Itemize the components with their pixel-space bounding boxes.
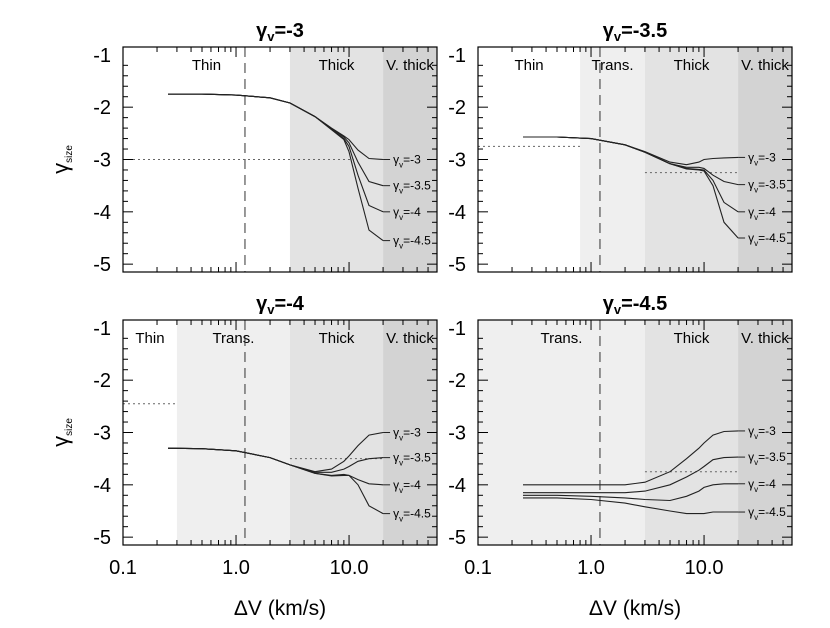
series-label: γv=-4.5 xyxy=(748,231,786,248)
y-tick-label: -5 xyxy=(93,527,111,549)
series-line-3 xyxy=(523,483,739,502)
panel-4: Trans. Thick V. thick γv=-3 γv=-3.5 γv=-4 γv=-… xyxy=(448,293,793,620)
y-tick-label: -5 xyxy=(93,254,111,276)
y-tick-label: -3 xyxy=(93,150,111,172)
region-label: Trans. xyxy=(592,57,634,74)
series-label: γv=-3 xyxy=(393,153,421,170)
region-label: Thick xyxy=(319,330,355,347)
region-3 xyxy=(289,320,384,545)
y-tick-label: -4 xyxy=(448,202,466,224)
region-label: V. thick xyxy=(386,330,434,347)
region-label: Thin xyxy=(135,330,164,347)
region-label: V. thick xyxy=(386,57,434,74)
series-label: γv=-4.5 xyxy=(748,505,786,522)
y-axis-label: γsize xyxy=(48,418,75,447)
series-line-2 xyxy=(523,456,739,494)
x-tick-label: 0.1 xyxy=(109,557,137,579)
region-label: Trans. xyxy=(540,330,582,347)
series-label: γv=-3.5 xyxy=(393,179,431,196)
series-label: γv=-3 xyxy=(748,150,776,167)
region-1 xyxy=(478,47,581,272)
panel-title: γv=-3.5 xyxy=(603,20,668,44)
series-label: γv=-4 xyxy=(748,205,776,222)
series-label: γv=-3.5 xyxy=(748,450,786,467)
panel-title: γv=-4 xyxy=(256,293,305,317)
y-tick-label: -3 xyxy=(448,423,466,445)
series-line-4 xyxy=(168,93,384,242)
panel-title: γv=-3 xyxy=(256,20,304,44)
y-tick-label: -1 xyxy=(448,45,466,67)
y-tick-label: -2 xyxy=(93,97,111,119)
region-2 xyxy=(289,47,384,272)
region-3 xyxy=(644,47,739,272)
y-axis-label: γsize xyxy=(48,145,75,174)
region-label: V. thick xyxy=(741,57,789,74)
y-tick-label: -1 xyxy=(448,318,466,340)
x-axis-label: ΔV (km/s) xyxy=(234,597,326,620)
y-tick-label: -1 xyxy=(93,45,111,67)
y-tick-label: -2 xyxy=(448,370,466,392)
y-tick-label: -1 xyxy=(93,318,111,340)
y-tick-label: -3 xyxy=(93,423,111,445)
y-tick-label: -5 xyxy=(448,254,466,276)
region-label: Thick xyxy=(674,57,710,74)
region-2 xyxy=(176,320,290,545)
series-label: γv=-4.5 xyxy=(393,507,431,524)
y-tick-label: -4 xyxy=(448,475,466,497)
x-tick-label: 10.0 xyxy=(330,557,369,579)
series-label: γv=-3.5 xyxy=(393,451,431,468)
series-line-4 xyxy=(167,447,384,515)
series-line-1 xyxy=(523,430,739,486)
panel-1: Thin Thick V. thick γv=-3 γv=-3.5 γv=-4 γv=-4.… xyxy=(48,20,438,276)
series-label: γv=-3 xyxy=(393,426,421,443)
y-tick-label: -2 xyxy=(448,97,466,119)
x-tick-label: 1.0 xyxy=(577,557,605,579)
region-label: Thin xyxy=(192,57,221,74)
x-axis-label: ΔV (km/s) xyxy=(589,597,681,620)
region-2 xyxy=(580,47,645,272)
region-label: Thick xyxy=(319,57,355,74)
x-tick-label: 0.1 xyxy=(464,557,492,579)
x-tick-label: 1.0 xyxy=(222,557,250,579)
region-2 xyxy=(644,320,739,545)
series-line-4 xyxy=(523,136,739,239)
x-tick-label: 10.0 xyxy=(685,557,724,579)
region-label: Trans. xyxy=(212,330,254,347)
y-tick-label: -4 xyxy=(93,202,111,224)
series-label: γv=-3 xyxy=(748,424,776,441)
y-tick-label: -4 xyxy=(93,475,111,497)
region-1 xyxy=(123,47,290,272)
panel-title: γv=-4.5 xyxy=(603,293,668,317)
y-tick-label: -5 xyxy=(448,527,466,549)
series-line-4 xyxy=(523,497,739,515)
series-label: γv=-4 xyxy=(393,478,421,495)
region-label: Thick xyxy=(674,330,710,347)
region-1 xyxy=(478,320,645,545)
region-label: V. thick xyxy=(741,330,789,347)
y-tick-label: -2 xyxy=(93,370,111,392)
panel-3: Thin Trans. Thick V. thick γv=-3 γv=-3.5 γv=-4… xyxy=(48,293,438,620)
region-label: Thin xyxy=(514,57,543,74)
series-label: γv=-4.5 xyxy=(393,234,431,251)
y-tick-label: -3 xyxy=(448,150,466,172)
panel-2: Thin Trans. Thick V. thick γv=-3 γv=-3.5 γv=-4… xyxy=(448,20,793,276)
series-label: γv=-4 xyxy=(748,477,776,494)
series-label: γv=-3.5 xyxy=(748,178,786,195)
series-label: γv=-4 xyxy=(393,205,421,222)
